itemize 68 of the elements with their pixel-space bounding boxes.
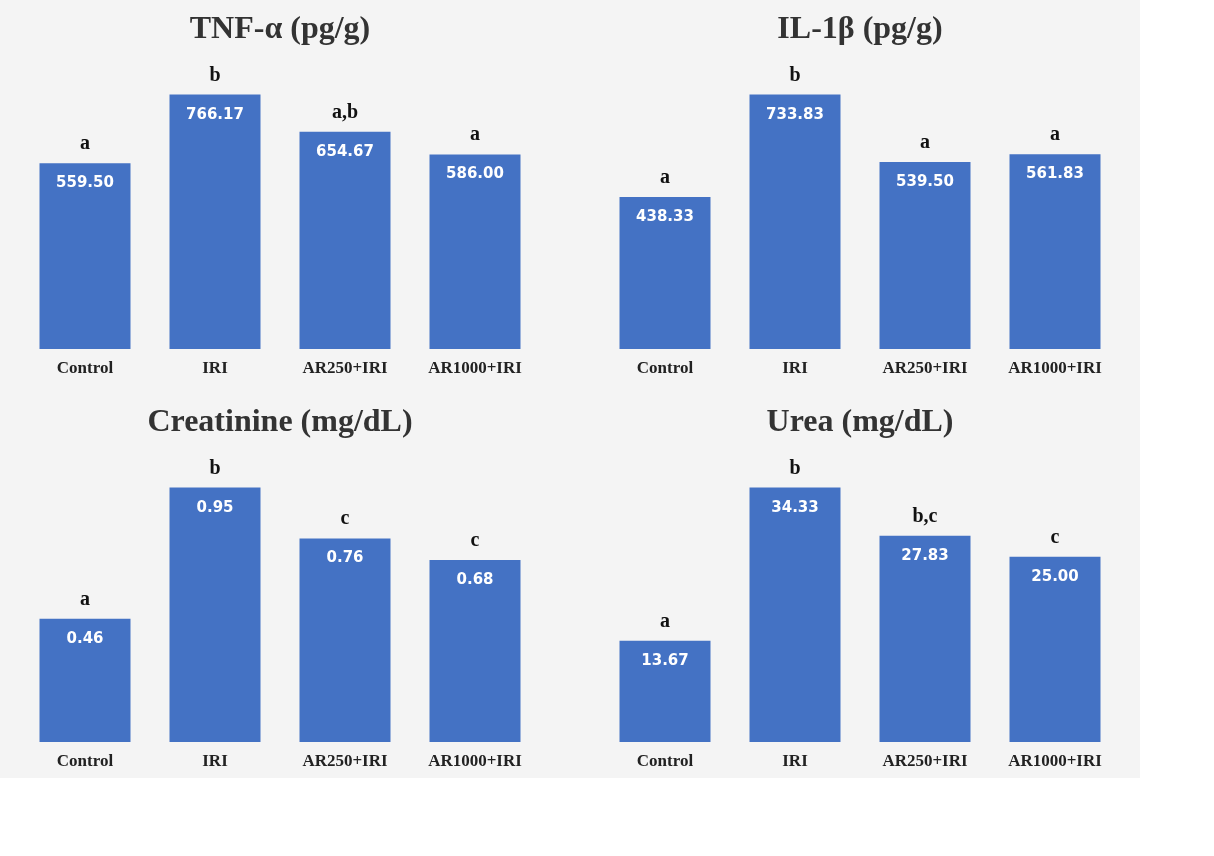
data-label: 766.17 — [186, 104, 244, 123]
bar — [299, 538, 391, 742]
bar — [39, 618, 131, 742]
data-label: 27.83 — [901, 545, 949, 564]
x-tick-label: AR250+IRI — [882, 357, 969, 377]
x-tick-label: Control — [56, 750, 114, 770]
x-tick-label: Control — [636, 750, 694, 770]
bar — [169, 94, 261, 349]
data-label: 438.33 — [636, 207, 694, 226]
bar — [619, 640, 711, 742]
chart-title: IL-1β (pg/g) — [777, 9, 943, 45]
annotation: a — [470, 122, 480, 145]
data-label: 733.83 — [766, 104, 824, 123]
data-label: 586.00 — [446, 164, 504, 183]
annotation: c — [1050, 524, 1060, 547]
bar — [1009, 556, 1101, 742]
data-label: 25.00 — [1031, 566, 1079, 585]
annotation: c — [340, 506, 350, 529]
annotation: a — [80, 586, 90, 609]
x-tick-label: AR250+IRI — [302, 357, 389, 377]
chart-title: Urea (mg/dL) — [766, 402, 954, 438]
x-tick-label: AR1000+IRI — [428, 357, 523, 377]
annotation: b — [209, 455, 221, 478]
bar — [1009, 154, 1101, 349]
data-label: 0.76 — [326, 548, 364, 567]
data-label: 0.95 — [196, 497, 234, 516]
annotation: a — [660, 165, 670, 188]
bar — [39, 163, 131, 349]
data-label: 13.67 — [641, 650, 689, 669]
bar — [879, 535, 971, 742]
bar — [749, 94, 841, 349]
annotation: a — [920, 129, 930, 152]
annotation: a — [660, 608, 670, 631]
chart-title: TNF-α (pg/g) — [189, 9, 371, 45]
data-label: 654.67 — [316, 141, 374, 160]
annotation: b — [789, 62, 801, 85]
bar — [879, 161, 971, 349]
data-label: 559.50 — [56, 173, 114, 192]
bar — [169, 487, 261, 742]
x-tick-label: IRI — [202, 750, 229, 770]
annotation: c — [470, 527, 480, 550]
bar — [429, 559, 521, 742]
data-label: 539.50 — [896, 171, 954, 190]
x-tick-label: AR1000+IRI — [1008, 357, 1103, 377]
data-label: 0.68 — [456, 569, 494, 588]
x-tick-label: Control — [636, 357, 694, 377]
annotation: b — [209, 62, 221, 85]
chart-title: Creatinine (mg/dL) — [147, 402, 413, 438]
annotation: a — [1050, 122, 1060, 145]
x-tick-label: AR250+IRI — [882, 750, 969, 770]
annotation: a — [80, 131, 90, 154]
x-tick-label: IRI — [782, 750, 809, 770]
bar — [429, 154, 521, 349]
data-label: 561.83 — [1026, 164, 1084, 183]
x-tick-label: IRI — [782, 357, 809, 377]
x-tick-label: AR250+IRI — [302, 750, 389, 770]
bar — [299, 131, 391, 349]
bar — [749, 487, 841, 742]
annotation: a,b — [331, 99, 359, 122]
bar — [619, 197, 711, 349]
x-tick-label: IRI — [202, 357, 229, 377]
data-label: 34.33 — [771, 497, 819, 516]
annotation: b — [789, 455, 801, 478]
x-tick-label: Control — [56, 357, 114, 377]
x-tick-label: AR1000+IRI — [428, 750, 523, 770]
x-tick-label: AR1000+IRI — [1008, 750, 1103, 770]
data-label: 0.46 — [66, 628, 104, 647]
annotation: b,c — [912, 503, 938, 526]
